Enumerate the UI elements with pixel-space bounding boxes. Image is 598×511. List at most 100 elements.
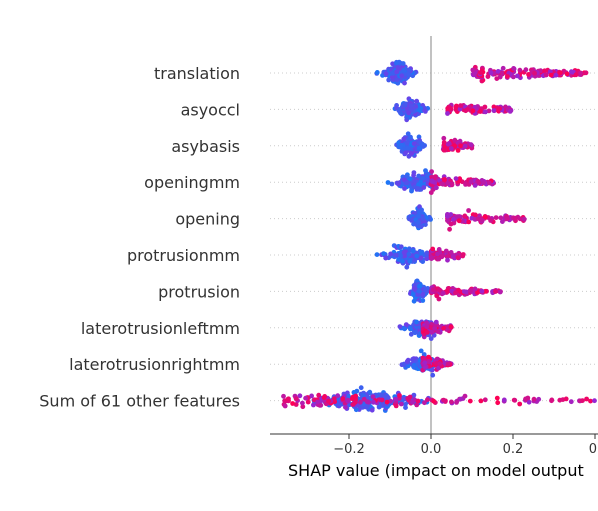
- data-point: [364, 399, 370, 405]
- data-point: [447, 226, 452, 232]
- data-point: [353, 399, 358, 405]
- data-point: [317, 402, 323, 408]
- data-point: [525, 395, 531, 401]
- data-point: [471, 71, 477, 77]
- data-point: [389, 74, 395, 80]
- data-point: [290, 401, 295, 406]
- data-point: [403, 150, 408, 156]
- data-point: [382, 394, 387, 399]
- data-point: [564, 71, 570, 77]
- data-point: [340, 396, 346, 402]
- data-point: [549, 397, 555, 403]
- data-point: [444, 288, 450, 294]
- data-point: [420, 291, 426, 297]
- data-point: [515, 73, 520, 79]
- data-point: [407, 394, 413, 400]
- data-point: [405, 145, 411, 151]
- data-point: [415, 398, 421, 404]
- data-point: [512, 397, 518, 403]
- data-point: [305, 399, 311, 405]
- data-point: [400, 258, 405, 264]
- data-point: [282, 403, 288, 409]
- data-point: [364, 404, 370, 410]
- data-point: [458, 143, 463, 149]
- data-point: [477, 109, 483, 114]
- x-tick-label: 0.: [589, 442, 598, 457]
- data-point: [405, 71, 411, 77]
- data-point: [321, 395, 327, 400]
- data-point: [389, 181, 395, 187]
- data-point: [531, 396, 537, 402]
- data-point: [396, 108, 402, 113]
- data-point: [504, 216, 510, 222]
- data-point: [458, 103, 463, 108]
- x-tick-label: −0.2: [333, 442, 365, 457]
- data-point: [470, 108, 476, 114]
- data-point: [426, 354, 431, 360]
- data-point: [436, 256, 442, 262]
- data-point: [449, 288, 455, 294]
- data-point: [385, 180, 391, 185]
- data-point: [404, 180, 409, 186]
- data-point: [445, 361, 451, 367]
- data-point: [493, 289, 498, 294]
- data-point: [497, 289, 503, 295]
- data-point: [497, 106, 502, 112]
- data-point: [401, 67, 407, 73]
- data-point: [414, 319, 419, 325]
- data-point: [412, 330, 418, 336]
- data-point: [441, 135, 447, 141]
- data-point: [441, 140, 447, 145]
- data-point: [453, 104, 459, 110]
- data-point: [281, 393, 286, 399]
- data-point: [398, 401, 404, 407]
- data-point: [418, 348, 424, 354]
- data-point: [429, 169, 434, 175]
- data-point: [410, 248, 416, 254]
- data-point: [468, 142, 474, 148]
- data-point: [369, 407, 375, 413]
- data-points: [281, 59, 597, 413]
- data-point: [403, 405, 408, 410]
- data-point: [478, 398, 484, 404]
- data-point: [448, 324, 454, 330]
- data-point: [431, 287, 436, 292]
- data-point: [491, 108, 497, 113]
- data-point: [415, 220, 421, 225]
- data-point: [424, 324, 430, 329]
- data-point: [500, 71, 506, 76]
- data-point: [455, 255, 461, 260]
- data-point: [434, 185, 439, 191]
- data-point: [414, 253, 420, 259]
- data-point: [563, 396, 569, 402]
- data-point: [402, 101, 408, 107]
- data-point: [498, 215, 504, 221]
- data-point: [411, 141, 417, 147]
- data-point: [392, 252, 398, 258]
- data-point: [414, 402, 420, 408]
- data-point: [452, 137, 458, 143]
- data-point: [573, 72, 579, 78]
- data-point: [402, 80, 407, 86]
- data-point: [435, 329, 441, 334]
- data-point: [416, 173, 422, 179]
- data-point: [457, 106, 463, 112]
- data-point: [430, 179, 435, 184]
- data-point: [420, 216, 426, 221]
- data-point: [383, 255, 389, 261]
- data-point: [414, 98, 420, 104]
- data-point: [378, 392, 383, 398]
- data-point: [381, 251, 386, 256]
- feature-label: laterotrusionrightmm: [69, 355, 240, 374]
- data-point: [543, 72, 549, 78]
- data-point: [398, 253, 403, 259]
- data-point: [398, 244, 404, 250]
- data-point: [494, 76, 500, 81]
- data-point: [488, 70, 494, 76]
- data-point: [424, 320, 429, 326]
- data-point: [345, 397, 351, 403]
- data-point: [470, 67, 476, 73]
- data-point: [430, 372, 436, 378]
- data-point: [441, 397, 446, 403]
